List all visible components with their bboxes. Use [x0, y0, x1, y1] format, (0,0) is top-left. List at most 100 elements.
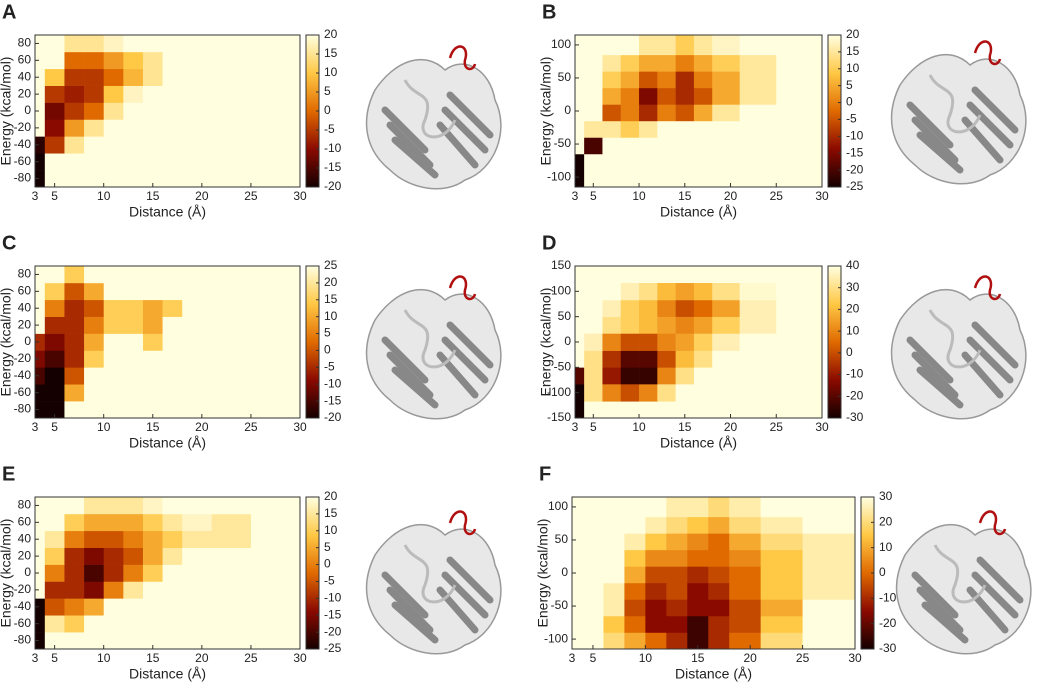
heatmap-cell [84, 170, 105, 188]
x-axis-label: Distance (Å) [675, 666, 752, 682]
heatmap-cell [35, 564, 46, 582]
heatmap-cell [182, 547, 212, 565]
heatmap-cell [35, 266, 46, 284]
colorbar-tick-label: -10 [324, 376, 342, 390]
heatmap-cell [123, 282, 144, 301]
heatmap-cell [162, 581, 183, 599]
heatmap-cell [142, 333, 163, 351]
x-tick-label: 15 [146, 420, 160, 434]
x-axis-label: Distance (Å) [129, 204, 206, 220]
y-tick-label: -20 [14, 120, 32, 134]
heatmap-cell [602, 87, 622, 105]
heatmap-cell [142, 615, 163, 633]
y-tick-label: -40 [14, 137, 32, 151]
heatmap-cell [123, 513, 144, 532]
heatmap-cell [103, 547, 124, 565]
heatmap-cell [572, 516, 583, 534]
x-tick-label: 3 [572, 420, 579, 434]
heatmap-cell [44, 564, 65, 582]
y-tick-label: 0 [564, 103, 571, 117]
heatmap-cell [575, 401, 585, 419]
heatmap-cell [708, 599, 730, 617]
heatmap-cell [712, 71, 740, 89]
x-tick-label: 3 [32, 651, 39, 665]
heatmap-cell [44, 316, 65, 334]
heatmap-cell [739, 170, 777, 188]
heatmap-cell [211, 530, 252, 548]
heatmap-cell [624, 533, 646, 551]
heatmap-cell [760, 632, 803, 650]
heatmap-cell [142, 513, 163, 532]
heatmap-cell [64, 299, 85, 317]
heatmap-cell [84, 299, 105, 317]
heatmap-cell [712, 104, 740, 122]
heatmap-cell [575, 282, 585, 301]
colorbar-tick-label: -15 [846, 145, 864, 159]
heatmap-cell [103, 282, 124, 301]
colorbar-tick-label: 0 [324, 103, 331, 117]
heatmap-cell [123, 632, 144, 650]
heatmap-cell [620, 120, 640, 138]
colorbar-tick-label: 20 [324, 27, 338, 41]
heatmap-cell [211, 35, 252, 53]
heatmap-cell [666, 632, 688, 650]
y-tick-label: 100 [551, 284, 571, 298]
y-tick-label: 60 [18, 284, 32, 298]
heatmap-cell [35, 384, 46, 402]
heatmap-cell [162, 119, 183, 137]
heatmap-cell [211, 581, 252, 599]
heatmap-cell [182, 282, 212, 301]
heatmap-cell [603, 533, 625, 551]
heatmap-cell [182, 153, 212, 171]
heatmap-cell [760, 533, 803, 551]
heatmap-cell [162, 384, 183, 402]
x-tick-label: 20 [724, 420, 738, 434]
heatmap-cell [123, 598, 144, 616]
heatmap-cell [162, 299, 183, 317]
colorbar-tick-label: 5 [324, 326, 331, 340]
heatmap-cell [645, 566, 667, 584]
heatmap-cell [123, 51, 144, 70]
heatmap-cell [657, 266, 676, 284]
heatmap-cell [760, 582, 803, 600]
heatmap-cell [657, 316, 676, 334]
heatmap-cell [123, 384, 144, 402]
x-tick-label: 5 [51, 420, 58, 434]
heatmap-cell [582, 566, 604, 584]
heatmap-cell [103, 615, 124, 633]
heatmap-cell [802, 533, 856, 551]
x-tick-label: 20 [744, 651, 758, 665]
y-tick-label: 80 [18, 267, 32, 281]
heatmap-cell [211, 85, 252, 103]
heatmap-cell [802, 497, 856, 518]
heatmap-cell [712, 401, 740, 419]
heatmap-cell [182, 497, 212, 515]
heatmap-cell [693, 137, 713, 155]
heatmap-cell [103, 384, 124, 402]
heatmap-cell [666, 549, 688, 567]
heatmap-cell [693, 104, 713, 122]
y-tick-label: -80 [14, 633, 32, 647]
heatmap-cell [645, 632, 667, 650]
heatmap-cell [162, 513, 183, 532]
heatmap-cell [35, 497, 46, 515]
heatmap-cell [44, 384, 65, 402]
heatmap-cell [103, 598, 124, 616]
heatmap-cell [776, 153, 823, 171]
heatmap-cell [35, 51, 46, 70]
colorbar-tick-label: -25 [846, 179, 864, 193]
heatmap-cell [776, 137, 823, 155]
heatmap-cell [142, 102, 163, 120]
heatmap-cell [729, 632, 761, 650]
heatmap-cell [584, 350, 603, 368]
heatmap-cell [639, 170, 658, 188]
heatmap-cell [84, 51, 105, 70]
heatmap-cell [657, 401, 676, 419]
heatmap-cell [64, 170, 85, 188]
heatmap-cell [712, 54, 740, 72]
y-tick-label: 20 [18, 317, 32, 331]
heatmap-cell [103, 102, 124, 120]
heatmap-cell [693, 282, 713, 301]
panel-label: D [542, 232, 556, 254]
heatmap-cell [760, 599, 803, 617]
